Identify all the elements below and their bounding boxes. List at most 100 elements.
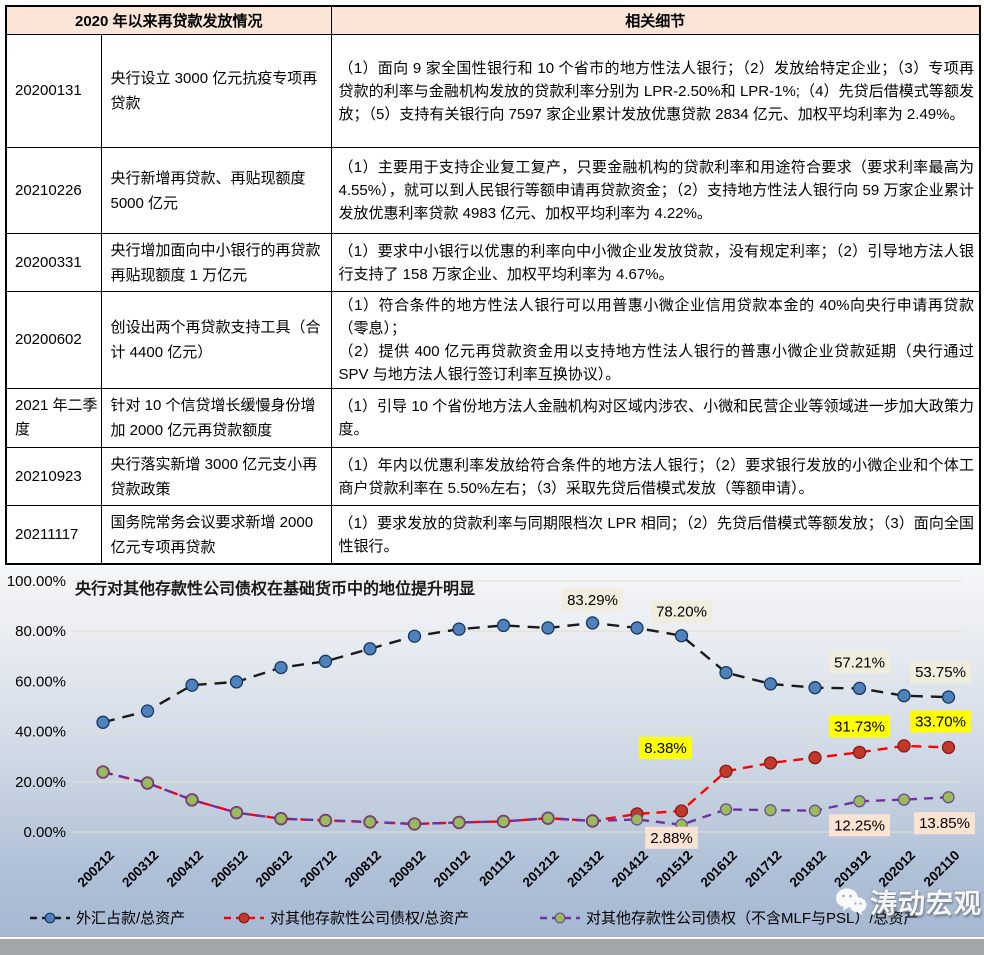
series-line-0 (102, 621, 949, 724)
data-point (585, 616, 600, 630)
data-point (630, 621, 644, 635)
data-point (674, 804, 689, 818)
y-axis-tick: 80.00% (15, 623, 66, 640)
data-point (764, 804, 777, 817)
data-point (897, 793, 911, 806)
event-cell: 创设出两个再贷款支持工具（合计 4400 亿元） (100, 291, 332, 389)
data-label-bg (645, 826, 698, 849)
table-row: 20210923 央行落实新增 3000 亿元支小再贷款政策 （1）年内以优惠利率发… (5, 447, 981, 506)
data-point (808, 804, 822, 817)
data-point (363, 642, 377, 656)
chart-title: 央行对其他存款性公司债权在基础货币中的地位提升明显 (75, 579, 475, 598)
data-point (96, 715, 110, 729)
data-point (719, 665, 733, 680)
x-axis-tick: 200912 (386, 848, 428, 890)
table-row: 20200602 创设出两个再贷款支持工具（合计 4400 亿元） （1）符合条件的… (5, 291, 981, 389)
event-cell: 央行新增再贷款、再贴现额度 5000 亿元 (100, 147, 332, 234)
data-label: 33.70% (915, 713, 966, 730)
data-point (497, 815, 510, 828)
data-point (897, 689, 911, 703)
x-axis-tick: 200712 (297, 848, 339, 890)
data-point (541, 812, 555, 825)
x-axis-tick: 201612 (698, 848, 740, 890)
event-cell: 央行设立 3000 亿元抗疫专项再贷款 (100, 34, 332, 148)
event-cell: 央行落实新增 3000 亿元支小再贷款政策 (100, 447, 332, 506)
data-label-bg (910, 710, 971, 733)
data-label: 57.21% (834, 654, 885, 671)
data-point (942, 791, 955, 804)
y-axis-tick: 60.00% (15, 673, 66, 690)
data-point (719, 803, 733, 816)
data-point (808, 681, 822, 695)
table-row: 20210226 央行新增再贷款、再贴现额度 5000 亿元 （1）主要用于支持企业… (5, 147, 981, 234)
legend-label: 对其他存款性公司债权/总资产 (270, 910, 469, 927)
x-axis-tick: 200312 (119, 848, 161, 890)
data-point (852, 745, 867, 760)
x-axis-tick: 200512 (208, 848, 250, 890)
data-point (496, 618, 511, 633)
data-label-bg (639, 736, 692, 759)
data-label-bg (829, 715, 890, 738)
y-axis-tick: 100.00% (7, 573, 66, 590)
date-cell: 20200131 (5, 34, 102, 148)
legend-marker-dot (238, 912, 250, 924)
data-point (719, 764, 733, 778)
x-axis-tick: 200812 (342, 848, 384, 890)
event-cell: 针对 10 个信贷增长缓慢身份增加 2000 亿元再贷款额度 (100, 388, 332, 448)
details-cell: （1）要求中小银行以优惠的利率向中小微企业发放贷款，没有规定利率；（2）引导地方… (330, 233, 981, 292)
y-axis-tick: 40.00% (15, 724, 66, 741)
legend-label: 对其他存款性公司债权（不含MLF与PSL）/总资产 (586, 910, 919, 927)
data-point (141, 776, 154, 790)
x-axis-tick: 201512 (653, 848, 695, 890)
data-label: 8.38% (644, 740, 687, 757)
details-cell: （1）面向 9 家全国性银行和 10 个省市的地方性法人银行；（2）发放给特定企… (330, 34, 981, 148)
data-label-bg (829, 651, 890, 674)
data-point (941, 740, 956, 755)
data-point (941, 690, 956, 704)
data-label: 78.20% (656, 604, 707, 621)
event-cell: 国务院常务会议要求新增 2000 亿元专项再贷款 (100, 505, 332, 565)
date-cell: 20200602 (5, 291, 102, 389)
data-point (674, 629, 689, 643)
data-label: 13.85% (919, 815, 970, 832)
data-point (185, 793, 199, 807)
x-axis-tick: 201712 (742, 848, 784, 890)
legend-marker-dot (44, 912, 56, 924)
data-point (630, 813, 644, 826)
x-axis-tick: 201412 (609, 848, 651, 890)
data-label: 2.88% (650, 830, 693, 847)
data-point (96, 765, 110, 779)
event-cell: 央行增加面向中小银行的再贷款再贴现额度 1 万亿元 (100, 233, 332, 292)
data-point (808, 751, 822, 765)
data-point (763, 756, 778, 770)
data-point (319, 814, 332, 827)
data-point (852, 681, 867, 696)
data-point (408, 817, 421, 831)
data-label: 12.25% (834, 817, 885, 834)
date-cell: 20200331 (5, 233, 102, 292)
y-axis-tick: 0.00% (23, 824, 66, 841)
table-header-right: 相关细节 (330, 5, 981, 35)
data-point (763, 677, 778, 691)
x-axis-tick: 201812 (787, 848, 829, 890)
x-axis-tick: 201212 (520, 848, 562, 890)
x-axis-tick: 200212 (75, 848, 117, 890)
table-row: 20200331 央行增加面向中小银行的再贷款再贴现额度 1 万亿元 （1）要求中小… (5, 233, 981, 292)
data-point (407, 629, 422, 643)
x-axis-tick: 200612 (253, 848, 295, 890)
data-label-bg (562, 588, 623, 611)
details-cell: （1）符合条件的地方性法人银行可以用普惠小微企业信用贷款本金的 40%向央行申请… (330, 291, 981, 389)
table-row: 20200131 央行设立 3000 亿元抗疫专项再贷款 （1）面向 9 家全国性银… (5, 34, 981, 148)
data-point (185, 678, 199, 692)
data-point (363, 815, 377, 829)
data-point (229, 675, 244, 689)
line-chart: 100.00% 80.00% 60.00% 40.00% 20.00% 0.00% 央行对其… (7, 573, 975, 927)
data-point (897, 739, 911, 753)
data-label-bg (914, 812, 975, 835)
details-cell: （1）引导 10 个省份地方法人金融机构对区域内涉农、小微和民营企业等领域进一步… (330, 388, 981, 448)
data-label: 83.29% (567, 592, 618, 609)
date-cell: 20211117 (5, 505, 102, 565)
relending-policy-section: 2020 年以来再贷款发放情况 相关细节 20200131 央行设立 3000 亿… (5, 5, 982, 565)
date-cell: 20210923 (5, 447, 102, 506)
details-cell: （1）要求发放的贷款利率与同期限档次 LPR 相同；（2）先贷后借模式等额发放；… (330, 505, 981, 565)
